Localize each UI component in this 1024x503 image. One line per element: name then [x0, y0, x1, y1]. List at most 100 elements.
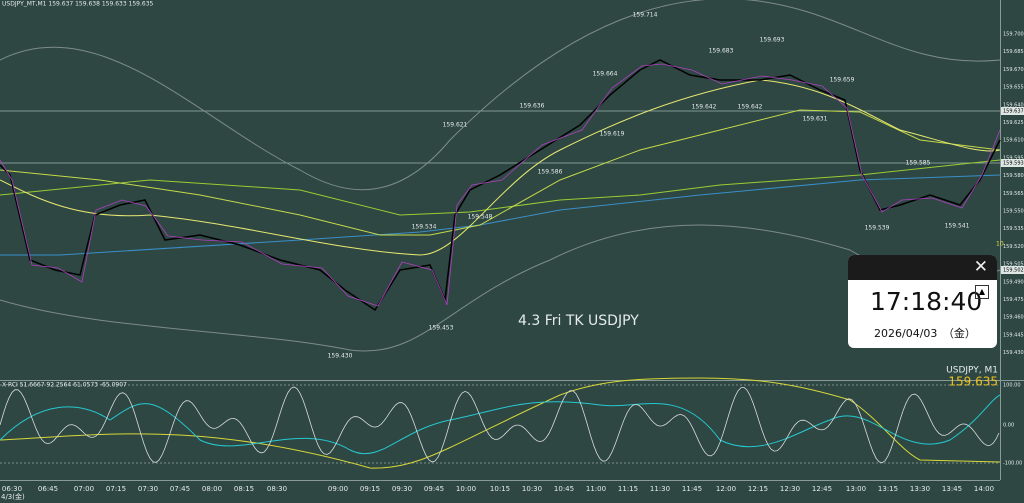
peak-label: 159.636 [520, 103, 545, 110]
fast-average [0, 63, 1001, 307]
time-label: 08:15 [234, 485, 254, 493]
moving-average [0, 109, 1001, 236]
price-label: 159.460 [1003, 315, 1024, 321]
peak-label: 159.683 [709, 48, 734, 55]
rci-long [0, 377, 1001, 469]
time-label: 09:45 [424, 485, 444, 493]
price-tag-label: 159.502 [1003, 268, 1024, 274]
peak-label: 159.541 [945, 223, 970, 230]
date-label: 4/3(金) [1, 492, 25, 501]
time-label: 12:45 [812, 485, 832, 493]
peak-label: 159.453 [429, 325, 454, 332]
price-label: 159.445 [1003, 332, 1024, 338]
time-label: 11:15 [618, 485, 638, 493]
time-label: 13:00 [846, 485, 866, 493]
time-label: 07:15 [106, 485, 126, 493]
time-label: 12:15 [748, 485, 768, 493]
time-label: 10:00 [456, 485, 476, 493]
peak-label: 159.430 [328, 353, 353, 360]
sub-header: X-RCI 51.6667 92.2564 61.0573 -65.0907 [2, 382, 127, 389]
price-label: 159.580 [1003, 173, 1024, 179]
peak-label: 159.631 [803, 116, 828, 123]
sub-symbol: USDJPY, M1 [946, 366, 998, 376]
peak-label: 159.548 [468, 214, 493, 221]
price-tag [1001, 159, 1024, 167]
price-label: 159.490 [1003, 279, 1024, 285]
price-tag [1001, 107, 1024, 115]
time-label: 07:00 [74, 485, 94, 493]
price-tag [1001, 266, 1024, 274]
peak-label: 159.659 [830, 77, 855, 84]
clock-header: ✕ [848, 255, 997, 280]
ichimoku-line [0, 159, 1001, 216]
time-label: 07:45 [170, 485, 190, 493]
time-label: 06:45 [38, 485, 58, 493]
time-label: 09:30 [392, 485, 412, 493]
peak-label: 159.621 [443, 122, 468, 129]
price-label: 159.685 [1003, 49, 1024, 55]
time-label: 09:00 [328, 485, 348, 493]
price-label: 159.655 [1003, 85, 1024, 91]
price-label: 159.670 [1003, 67, 1024, 73]
time-label: 10:15 [490, 485, 510, 493]
time-label: 12:00 [716, 485, 736, 493]
peak-label: 159.619 [600, 131, 625, 138]
sub-pane [0, 381, 1000, 479]
price-label: 159.565 [1003, 191, 1024, 197]
marker-label: 10 [996, 241, 1004, 248]
peak-label: 159.664 [593, 71, 618, 78]
close-button[interactable]: ✕ [973, 257, 988, 277]
price-label: 159.595 [1003, 155, 1024, 161]
price-label: 159.520 [1003, 244, 1024, 250]
time-label: 11:45 [682, 485, 702, 493]
peak-label: 159.642 [738, 104, 763, 111]
rci-mid [0, 394, 1001, 455]
annotation: 4.3 Fri TK USDJPY [518, 313, 639, 329]
sub-axis-label: -100.00 [1003, 461, 1022, 467]
time-label: 08:30 [267, 485, 287, 493]
price-line [0, 59, 1001, 312]
price-label: 159.535 [1003, 226, 1024, 232]
price-label: 159.550 [1003, 209, 1024, 215]
time-label: 06:30 [2, 485, 22, 493]
peak-label: 159.693 [760, 37, 785, 44]
time-label: 10:45 [554, 485, 574, 493]
price-label: 159.640 [1003, 102, 1024, 108]
price-label: 159.475 [1003, 297, 1024, 303]
time-label: 12:30 [780, 485, 800, 493]
price-label: 159.610 [1003, 138, 1024, 144]
clock-date: 2026/04/03 （金） [874, 327, 976, 340]
peak-label: 159.534 [412, 224, 437, 231]
time-label: 08:00 [202, 485, 222, 493]
sub-axis-label: 100.00 [1003, 383, 1021, 389]
pin-button[interactable]: ▲ [975, 285, 989, 299]
time-label: 14:00 [974, 485, 994, 493]
clock-time: 17:18:40 [870, 287, 983, 316]
chart-header: USDJPY_MT,M1 159.637 159.638 159.633 159… [2, 1, 154, 8]
time-label: 07:30 [138, 485, 158, 493]
time-label: 11:30 [650, 485, 670, 493]
time-label: 11:00 [586, 485, 606, 493]
price-label: 159.430 [1003, 350, 1024, 356]
price-label: 159.505 [1003, 262, 1024, 268]
peak-label: 159.642 [692, 104, 717, 111]
price-tag-label: 159.637 [1003, 109, 1024, 115]
clock-widget: ✕ 17:18:40 ▲ 2026/04/03 （金） [848, 255, 997, 348]
moving-average [0, 79, 1001, 256]
peak-label: 159.714 [633, 12, 658, 19]
time-label: 09:15 [360, 485, 380, 493]
peak-label: 159.539 [865, 225, 890, 232]
price-label: 159.700 [1003, 32, 1024, 38]
time-label: 10:30 [522, 485, 542, 493]
peak-label: 159.585 [906, 160, 931, 167]
sub-price: 159.635 [948, 375, 998, 389]
price-label: 159.625 [1003, 120, 1024, 126]
sub-axis-label: 0.00 [1003, 423, 1014, 429]
time-label: 13:15 [878, 485, 898, 493]
rci-short [0, 386, 1000, 464]
time-label: 13:30 [910, 485, 930, 493]
price-tag-label: 159.593 [1003, 161, 1024, 167]
time-label: 13:45 [942, 485, 962, 493]
